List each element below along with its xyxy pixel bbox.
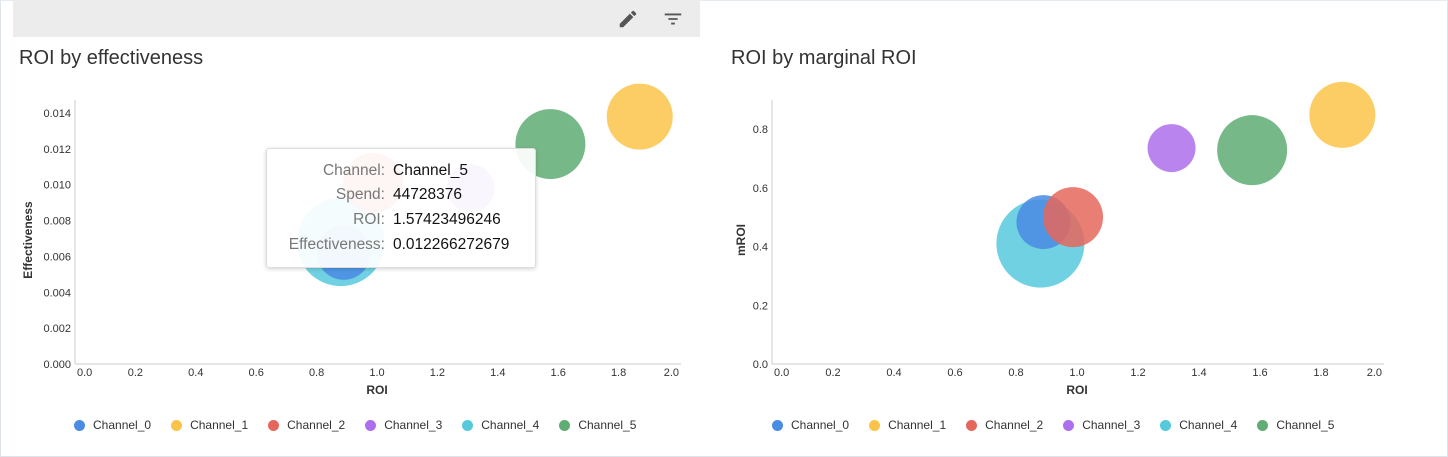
x-tick-label: 0.0 — [774, 367, 789, 379]
chart-title-effectiveness: ROI by effectiveness — [19, 47, 204, 69]
y-tick-label: 0.008 — [43, 216, 71, 228]
x-tick-label: 1.2 — [430, 367, 445, 379]
tooltip-row: Spend: 44728376 — [335, 186, 462, 203]
bubble-channel-5 — [1217, 115, 1288, 186]
tooltip: Channel: Channel_5 Spend: 44728376 ROI: 1.5… — [266, 148, 536, 268]
x-tick-label: 1.6 — [551, 367, 566, 379]
legend-dot-icon — [559, 419, 571, 431]
legend-dot-icon — [772, 419, 783, 431]
legend-label: Channel_5 — [1276, 418, 1335, 432]
y-axis-title: Effectiveness — [21, 201, 35, 279]
bubble-channel-1 — [606, 83, 673, 150]
legend-dot-icon — [1257, 419, 1269, 431]
x-tick-label: 1.4 — [1191, 367, 1206, 379]
legend-dot-icon — [1063, 419, 1075, 431]
legend-item-channel-3[interactable]: Channel_3 — [365, 418, 442, 432]
legend-dot-icon — [365, 419, 377, 431]
roi-mroi-chart: 0.0 0.2 0.4 0.6 0.8 1.0 1.2 1.4 1.6 1.8 2.0 0.0 0.2 0… — [734, 81, 1384, 397]
legend-dot-icon — [966, 419, 978, 431]
tooltip-row: ROI: 1.57423496246 — [353, 211, 501, 228]
legend-label: Channel_1 — [888, 418, 947, 432]
legend-label: Channel_4 — [481, 418, 540, 432]
x-tick-label: 0.6 — [249, 367, 264, 379]
x-tick-label: 0.6 — [947, 367, 962, 379]
legend-dot-icon — [1160, 419, 1172, 431]
chart-toolbar — [13, 0, 700, 37]
bubble-channel-3 — [1147, 124, 1196, 173]
y-tick-label: 0.010 — [43, 180, 71, 192]
legend-label: Channel_4 — [1179, 418, 1238, 432]
legend-item-channel-3[interactable]: Channel_3 — [1063, 418, 1140, 432]
x-axis-title: ROI — [366, 383, 387, 397]
legend-item-channel-1[interactable]: Channel_1 — [869, 418, 946, 432]
x-tick-label: 0.4 — [188, 367, 203, 379]
y-tick-label: 0.6 — [753, 183, 768, 195]
filter-icon[interactable] — [662, 8, 684, 30]
x-axis-title: ROI — [1066, 383, 1087, 397]
x-tick-label: 0.4 — [886, 367, 901, 379]
legend-dot-icon — [74, 419, 85, 431]
y-tick-label: 0.000 — [43, 359, 71, 371]
legend-dot-icon — [268, 419, 280, 431]
tooltip-row: Channel: Channel_5 — [322, 162, 468, 179]
legend-effectiveness: Channel_0 Channel_1 Channel_2 Channel_3 Chan… — [74, 418, 656, 432]
legend-item-channel-0[interactable]: Channel_0 — [74, 418, 151, 432]
x-tick-label: 1.4 — [490, 367, 505, 379]
y-tick-label: 0.0 — [753, 359, 768, 371]
x-tick-label: 1.8 — [611, 367, 626, 379]
legend-item-channel-4[interactable]: Channel_4 — [1160, 418, 1237, 432]
x-tick-label: 1.0 — [1069, 367, 1084, 379]
legend-item-channel-2[interactable]: Channel_2 — [966, 418, 1043, 432]
legend-item-channel-0[interactable]: Channel_0 — [772, 418, 849, 432]
x-tick-label: 0.2 — [825, 367, 840, 379]
x-tick-label: 1.6 — [1252, 367, 1267, 379]
x-tick-label: 0.8 — [309, 367, 324, 379]
chart-title-mroi: ROI by marginal ROI — [731, 47, 917, 69]
y-tick-label: 0.004 — [43, 287, 71, 299]
x-tick-label: 2.0 — [1367, 367, 1382, 379]
y-tick-label: 0.012 — [43, 144, 71, 156]
legend-label: Channel_2 — [985, 418, 1044, 432]
legend-dot-icon — [171, 419, 183, 431]
legend-dot-icon — [869, 419, 881, 431]
y-tick-label: 0.002 — [43, 323, 71, 335]
x-tick-label: 0.8 — [1008, 367, 1023, 379]
legend-item-channel-5[interactable]: Channel_5 — [1257, 418, 1334, 432]
legend-dot-icon — [462, 419, 474, 431]
x-tick-label: 1.0 — [369, 367, 384, 379]
y-tick-label: 0.006 — [43, 251, 71, 263]
y-tick-label: 0.8 — [753, 124, 768, 136]
x-tick-label: 0.0 — [77, 367, 92, 379]
legend-label: Channel_3 — [1082, 418, 1141, 432]
legend-label: Channel_0 — [93, 418, 152, 432]
legend-item-channel-2[interactable]: Channel_2 — [268, 418, 345, 432]
legend-label: Channel_3 — [384, 418, 443, 432]
y-tick-label: 0.4 — [753, 242, 768, 254]
bubble-channel-2 — [1043, 187, 1104, 248]
y-tick-label: 0.014 — [43, 108, 71, 120]
legend-item-channel-4[interactable]: Channel_4 — [462, 418, 539, 432]
bubble-channel-1 — [1309, 81, 1376, 148]
legend-item-channel-1[interactable]: Channel_1 — [171, 418, 248, 432]
y-tick-label: 0.2 — [753, 300, 768, 312]
x-tick-label: 2.0 — [664, 367, 679, 379]
x-tick-label: 0.2 — [128, 367, 143, 379]
pencil-icon[interactable] — [617, 8, 639, 30]
legend-label: Channel_5 — [578, 418, 637, 432]
legend-label: Channel_2 — [287, 418, 346, 432]
legend-label: Channel_0 — [791, 418, 850, 432]
x-tick-label: 1.2 — [1130, 367, 1145, 379]
legend-label: Channel_1 — [190, 418, 249, 432]
x-tick-label: 1.8 — [1313, 367, 1328, 379]
y-axis-title: mROI — [734, 224, 748, 256]
tooltip-row: Effectiveness: 0.012266272679 — [288, 236, 510, 253]
legend-item-channel-5[interactable]: Channel_5 — [559, 418, 636, 432]
legend-mroi: Channel_0 Channel_1 Channel_2 Channel_3 Chan… — [772, 418, 1354, 432]
